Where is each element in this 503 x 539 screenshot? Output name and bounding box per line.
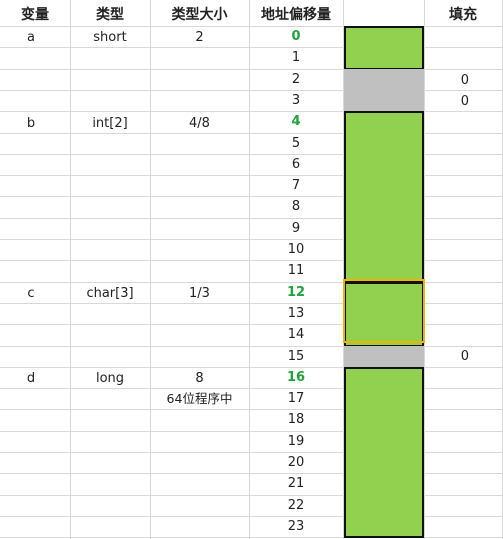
offset-cell[interactable]: 20 xyxy=(249,453,343,473)
header-type-size[interactable]: 类型大小 xyxy=(150,5,249,25)
grid-line xyxy=(0,537,503,538)
variable-type-cell[interactable]: char[3] xyxy=(70,284,150,304)
variable-note-cell[interactable]: 64位程序中 xyxy=(150,389,249,409)
data-byte-cell[interactable] xyxy=(344,239,424,261)
offset-cell[interactable]: 23 xyxy=(249,517,343,537)
offset-cell[interactable]: 9 xyxy=(249,219,343,239)
data-byte-cell[interactable] xyxy=(344,47,424,70)
header-memory[interactable] xyxy=(343,5,424,25)
variable-size-cell[interactable]: 4/8 xyxy=(150,114,249,134)
padding-value-cell[interactable]: 0 xyxy=(424,347,469,367)
data-byte-cell[interactable] xyxy=(344,495,424,517)
header-type[interactable]: 类型 xyxy=(70,5,150,25)
offset-cell[interactable]: 5 xyxy=(249,134,343,154)
grid-line xyxy=(150,0,151,539)
data-byte-cell[interactable] xyxy=(344,111,424,134)
offset-cell[interactable]: 0 xyxy=(249,27,343,47)
padding-byte-cell[interactable] xyxy=(344,69,424,90)
padding-value-cell[interactable]: 0 xyxy=(424,92,469,112)
data-byte-cell[interactable] xyxy=(344,367,424,389)
variable-size-cell[interactable]: 2 xyxy=(150,28,249,48)
data-byte-cell[interactable] xyxy=(344,324,424,347)
offset-cell[interactable]: 13 xyxy=(249,304,343,324)
data-byte-cell[interactable] xyxy=(344,282,424,304)
variable-size-cell[interactable]: 8 xyxy=(150,369,249,389)
data-byte-cell[interactable] xyxy=(344,516,424,538)
data-byte-cell[interactable] xyxy=(344,175,424,197)
variable-name-cell[interactable]: b xyxy=(0,114,62,134)
padding-value-cell[interactable]: 0 xyxy=(424,71,469,91)
padding-byte-cell[interactable] xyxy=(344,346,424,367)
variable-size-cell[interactable]: 1/3 xyxy=(150,284,249,304)
offset-cell[interactable]: 17 xyxy=(249,389,343,409)
offset-cell[interactable]: 11 xyxy=(249,261,343,281)
offset-cell[interactable]: 12 xyxy=(249,283,343,303)
data-byte-cell[interactable] xyxy=(344,26,424,48)
offset-cell[interactable]: 15 xyxy=(249,347,343,367)
variable-type-cell[interactable]: int[2] xyxy=(70,114,150,134)
data-byte-cell[interactable] xyxy=(344,196,424,219)
offset-cell[interactable]: 3 xyxy=(249,91,343,111)
data-byte-cell[interactable] xyxy=(344,431,424,453)
offset-cell[interactable]: 10 xyxy=(249,240,343,260)
variable-type-cell[interactable]: long xyxy=(70,369,150,389)
offset-cell[interactable]: 18 xyxy=(249,410,343,430)
padding-byte-cell[interactable] xyxy=(344,90,424,111)
offset-cell[interactable]: 14 xyxy=(249,325,343,345)
data-byte-cell[interactable] xyxy=(344,260,424,283)
offset-cell[interactable]: 22 xyxy=(249,496,343,516)
header-padding[interactable]: 填充 xyxy=(424,5,502,25)
grid-line xyxy=(70,0,71,539)
offset-cell[interactable]: 8 xyxy=(249,197,343,217)
header-variable[interactable]: 变量 xyxy=(0,5,70,25)
data-byte-cell[interactable] xyxy=(344,388,424,410)
variable-name-cell[interactable]: d xyxy=(0,369,62,389)
variable-type-cell[interactable]: short xyxy=(70,28,150,48)
data-byte-cell[interactable] xyxy=(344,303,424,325)
data-byte-cell[interactable] xyxy=(344,409,424,432)
offset-cell[interactable]: 7 xyxy=(249,176,343,196)
variable-name-cell[interactable]: a xyxy=(0,28,62,48)
data-byte-cell[interactable] xyxy=(344,473,424,496)
offset-cell[interactable]: 21 xyxy=(249,474,343,494)
offset-cell[interactable]: 4 xyxy=(249,112,343,132)
offset-cell[interactable]: 16 xyxy=(249,368,343,388)
offset-cell[interactable]: 6 xyxy=(249,155,343,175)
data-byte-cell[interactable] xyxy=(344,133,424,155)
offset-cell[interactable]: 2 xyxy=(249,70,343,90)
data-byte-cell[interactable] xyxy=(344,154,424,176)
offset-cell[interactable]: 1 xyxy=(249,48,343,68)
data-byte-cell[interactable] xyxy=(344,218,424,240)
offset-cell[interactable]: 19 xyxy=(249,432,343,452)
header-offset[interactable]: 地址偏移量 xyxy=(249,5,343,25)
variable-name-cell[interactable]: c xyxy=(0,284,62,304)
data-byte-cell[interactable] xyxy=(344,452,424,474)
